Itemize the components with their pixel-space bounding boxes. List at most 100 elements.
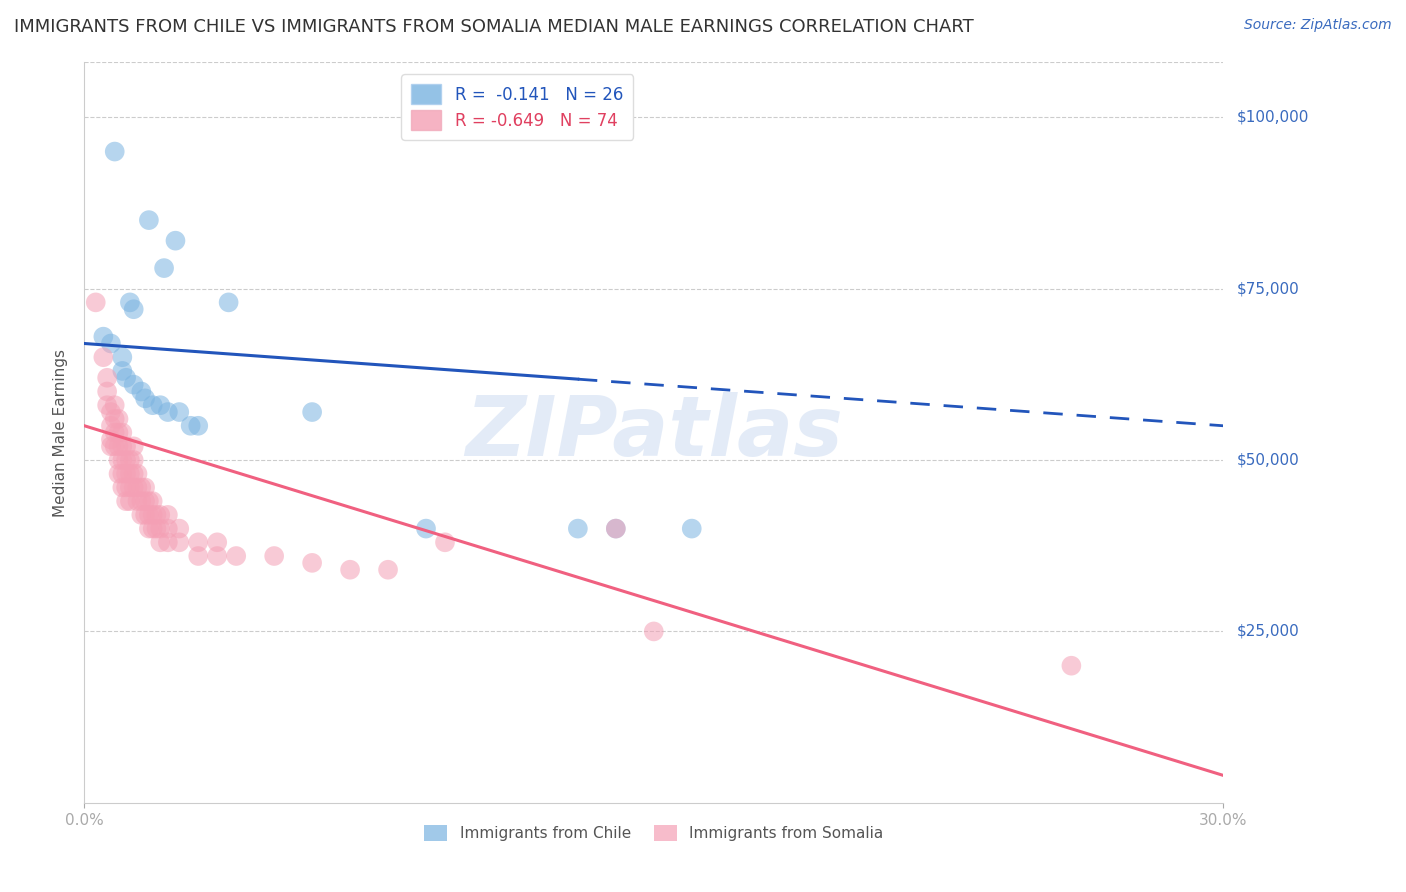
Point bbox=[156, 522, 179, 536]
Point bbox=[104, 425, 127, 440]
Point bbox=[111, 425, 134, 440]
Point bbox=[96, 398, 118, 412]
Point bbox=[100, 405, 122, 419]
Point bbox=[567, 522, 589, 536]
Point bbox=[207, 549, 229, 563]
Point bbox=[339, 563, 361, 577]
Point bbox=[111, 467, 134, 481]
Point bbox=[169, 405, 191, 419]
Point bbox=[681, 522, 703, 536]
Point bbox=[138, 494, 160, 508]
Point bbox=[149, 508, 172, 522]
Point bbox=[115, 439, 138, 453]
Point bbox=[122, 480, 145, 494]
Point bbox=[84, 295, 107, 310]
Text: $25,000: $25,000 bbox=[1237, 624, 1301, 639]
Point bbox=[118, 453, 141, 467]
Point bbox=[156, 508, 179, 522]
Point bbox=[118, 480, 141, 494]
Point bbox=[122, 377, 145, 392]
Point bbox=[301, 405, 323, 419]
Point bbox=[156, 405, 179, 419]
Point bbox=[115, 494, 138, 508]
Point bbox=[134, 392, 156, 406]
Text: ZIPatlas: ZIPatlas bbox=[465, 392, 842, 473]
Point bbox=[111, 439, 134, 453]
Point bbox=[263, 549, 285, 563]
Point bbox=[104, 398, 127, 412]
Point bbox=[1060, 658, 1083, 673]
Point bbox=[96, 371, 118, 385]
Point bbox=[100, 336, 122, 351]
Point bbox=[138, 522, 160, 536]
Point bbox=[145, 522, 167, 536]
Point bbox=[187, 535, 209, 549]
Point bbox=[138, 213, 160, 227]
Point bbox=[142, 398, 165, 412]
Text: $50,000: $50,000 bbox=[1237, 452, 1301, 467]
Point bbox=[118, 295, 141, 310]
Text: IMMIGRANTS FROM CHILE VS IMMIGRANTS FROM SOMALIA MEDIAN MALE EARNINGS CORRELATIO: IMMIGRANTS FROM CHILE VS IMMIGRANTS FROM… bbox=[14, 18, 974, 36]
Legend: Immigrants from Chile, Immigrants from Somalia: Immigrants from Chile, Immigrants from S… bbox=[419, 819, 889, 847]
Point bbox=[149, 535, 172, 549]
Text: $75,000: $75,000 bbox=[1237, 281, 1301, 296]
Point bbox=[415, 522, 437, 536]
Point bbox=[149, 398, 172, 412]
Point bbox=[115, 480, 138, 494]
Point bbox=[122, 467, 145, 481]
Point bbox=[122, 439, 145, 453]
Point bbox=[643, 624, 665, 639]
Point bbox=[111, 350, 134, 364]
Point bbox=[145, 508, 167, 522]
Point bbox=[131, 508, 153, 522]
Point bbox=[96, 384, 118, 399]
Text: $100,000: $100,000 bbox=[1237, 110, 1309, 125]
Point bbox=[104, 439, 127, 453]
Point bbox=[122, 302, 145, 317]
Point bbox=[156, 535, 179, 549]
Point bbox=[131, 494, 153, 508]
Point bbox=[118, 494, 141, 508]
Point bbox=[605, 522, 627, 536]
Point bbox=[377, 563, 399, 577]
Point bbox=[122, 453, 145, 467]
Point bbox=[134, 494, 156, 508]
Point bbox=[127, 494, 149, 508]
Point bbox=[605, 522, 627, 536]
Point bbox=[207, 535, 229, 549]
Point bbox=[225, 549, 247, 563]
Point bbox=[107, 425, 129, 440]
Point bbox=[107, 439, 129, 453]
Point bbox=[107, 453, 129, 467]
Point bbox=[107, 412, 129, 426]
Point bbox=[115, 467, 138, 481]
Point bbox=[180, 418, 202, 433]
Point bbox=[115, 371, 138, 385]
Point bbox=[111, 364, 134, 378]
Point bbox=[138, 508, 160, 522]
Point bbox=[111, 453, 134, 467]
Point bbox=[187, 549, 209, 563]
Point bbox=[131, 384, 153, 399]
Point bbox=[131, 480, 153, 494]
Point bbox=[100, 439, 122, 453]
Y-axis label: Median Male Earnings: Median Male Earnings bbox=[52, 349, 67, 516]
Point bbox=[93, 329, 115, 343]
Point bbox=[111, 480, 134, 494]
Text: Source: ZipAtlas.com: Source: ZipAtlas.com bbox=[1244, 18, 1392, 32]
Point bbox=[104, 145, 127, 159]
Point bbox=[153, 261, 176, 276]
Point bbox=[134, 480, 156, 494]
Point bbox=[100, 418, 122, 433]
Point bbox=[434, 535, 457, 549]
Point bbox=[115, 453, 138, 467]
Point bbox=[93, 350, 115, 364]
Point bbox=[218, 295, 240, 310]
Point bbox=[107, 467, 129, 481]
Point bbox=[127, 467, 149, 481]
Point bbox=[118, 467, 141, 481]
Point bbox=[301, 556, 323, 570]
Point bbox=[169, 522, 191, 536]
Point bbox=[127, 480, 149, 494]
Point bbox=[100, 433, 122, 447]
